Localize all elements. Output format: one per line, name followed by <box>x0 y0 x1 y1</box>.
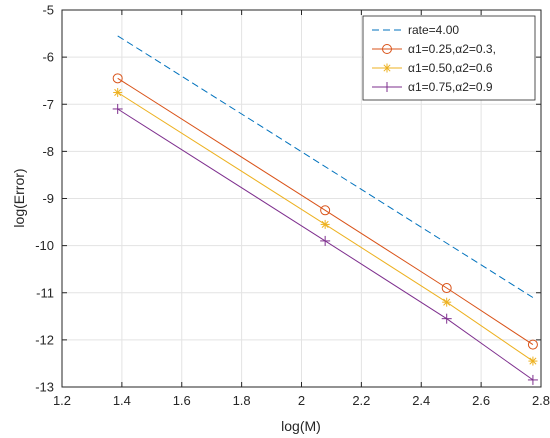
legend-label: α1=0.50,α2=0.6 <box>408 61 493 75</box>
data-point-marker <box>382 44 392 54</box>
data-point-marker <box>441 283 452 294</box>
tick-layer: 1.2 1.4 1.6 1.8 2 2.2 2.4 2.6 2.8 -5 -6 -7 -8 -9 -10 -1… <box>35 3 550 409</box>
data-point-marker <box>320 219 330 229</box>
y-axis-label: log(Error) <box>11 168 27 227</box>
x-tick-label: 2.8 <box>532 393 550 408</box>
y-tick-label: -10 <box>35 238 54 253</box>
y-tick-label: -8 <box>42 144 54 159</box>
legend: rate=4.00 α1=0.25,α2=0.3, α1=0.50,α2=0.6 α1… <box>362 15 536 101</box>
series-layer <box>112 35 538 385</box>
series-line <box>117 77 534 346</box>
data-point-marker <box>113 87 123 97</box>
y-tick-label: -7 <box>42 97 54 112</box>
data-point-marker <box>441 313 452 324</box>
data-point-marker <box>320 235 331 246</box>
y-tick-label: -11 <box>36 285 54 300</box>
data-point-marker <box>527 374 538 385</box>
data-point-marker <box>442 297 452 307</box>
legend-label: rate=4.00 <box>408 23 459 37</box>
y-tick-label: -12 <box>35 332 54 347</box>
x-tick-label: 1.2 <box>53 393 71 408</box>
x-tick-label: 2.4 <box>412 393 430 408</box>
data-point-marker <box>528 356 538 366</box>
y-tick-label: -6 <box>42 50 54 65</box>
series-line <box>117 108 534 381</box>
x-tick-label: 2.6 <box>472 393 490 408</box>
legend-label: α1=0.75,α2=0.9 <box>408 80 493 94</box>
y-tick-label: -5 <box>42 3 54 18</box>
series-line <box>117 35 534 298</box>
data-point-marker <box>382 82 392 92</box>
y-tick-label: -13 <box>35 380 54 395</box>
y-tick-label: -9 <box>42 191 54 206</box>
series-line <box>117 92 534 362</box>
data-point-marker <box>112 73 123 84</box>
x-axis-label: log(M) <box>281 418 321 434</box>
data-point-marker <box>112 103 123 114</box>
x-tick-label: 1.6 <box>173 393 191 408</box>
legend-box <box>362 15 536 101</box>
x-tick-label: 2 <box>298 393 305 408</box>
x-tick-label: 2.2 <box>352 393 370 408</box>
data-point-marker <box>320 205 331 216</box>
x-tick-label: 1.4 <box>113 393 131 408</box>
legend-label: α1=0.25,α2=0.3, <box>408 42 496 56</box>
data-point-marker <box>382 63 392 73</box>
data-point-marker <box>527 339 538 350</box>
x-tick-label: 1.8 <box>233 393 251 408</box>
